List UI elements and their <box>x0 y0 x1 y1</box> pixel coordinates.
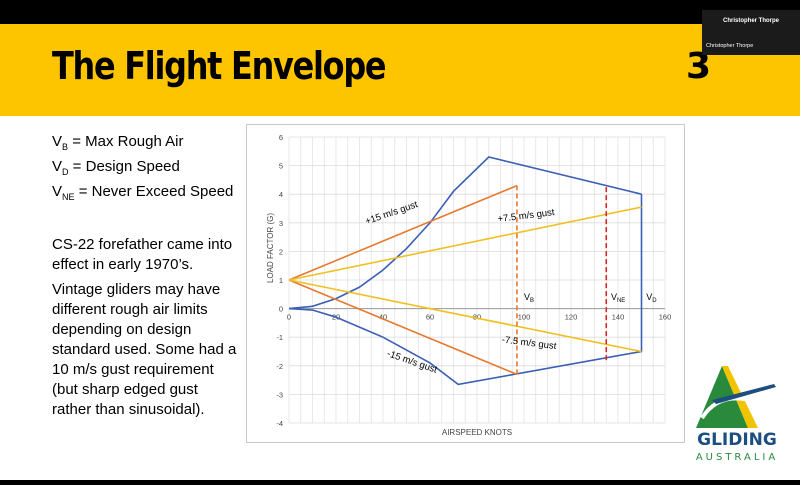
x-tick-label: 160 <box>659 313 672 322</box>
y-tick-label: 4 <box>279 190 283 199</box>
body-line: effect in early 1970’s. <box>52 256 194 273</box>
x-tick-label: 60 <box>426 313 434 322</box>
participant-name: Christopher Thorpe <box>722 18 779 24</box>
definition-symbol: V <box>52 133 63 150</box>
definition-subscript: NE <box>62 192 75 202</box>
x-tick-label: 40 <box>379 313 387 322</box>
y-axis-title: LOAD FACTOR (G) <box>266 213 275 283</box>
x-tick-label: 100 <box>518 313 531 322</box>
body-line: CS-22 forefather came into <box>52 236 233 253</box>
x-axis-title: AIRSPEED KNOTS <box>442 428 512 437</box>
marker-vb: VB <box>524 292 534 304</box>
slide-title: The Flight Envelope <box>52 44 387 88</box>
marker-subscript: B <box>530 298 534 304</box>
marker-vd: VD <box>646 292 657 304</box>
y-tick-label: 5 <box>279 162 283 171</box>
definition-text: = Max Rough Air <box>68 133 184 150</box>
body-line: standard used. Some had a <box>52 341 237 358</box>
body-line: Vintage gliders may have <box>52 281 221 298</box>
flight-envelope-chart: -4 -3 -2 -1 0 1 2 3 4 5 6 0 20 40 60 80 100 120 140 160 AIRS… <box>246 124 685 443</box>
y-tick-label: 3 <box>279 219 283 228</box>
y-tick-label: -2 <box>276 362 283 371</box>
definition-symbol: V <box>52 158 63 175</box>
glider-logo-icon <box>696 366 776 428</box>
definition-vd: VD = Design Speed <box>52 158 180 177</box>
definition-symbol: V <box>52 183 63 200</box>
x-tick-label: 140 <box>612 313 625 322</box>
series-envelope_lower <box>288 194 643 386</box>
series-gust15_up <box>288 184 518 281</box>
body-line: different rough air limits <box>52 301 208 318</box>
y-tick-label: 2 <box>279 247 283 256</box>
y-tick-label: 0 <box>279 305 283 314</box>
y-tick-label: -4 <box>276 419 283 428</box>
marker-subscript: D <box>652 298 657 304</box>
title-banner <box>0 24 800 116</box>
x-tick-label: 80 <box>473 313 481 322</box>
series-gust75_up <box>288 206 642 281</box>
series-gust15_down <box>288 279 518 376</box>
participant-label: Christopher Thorpe <box>706 43 754 49</box>
meeting-top-bar <box>0 0 800 24</box>
y-tick-label: 1 <box>279 276 283 285</box>
x-tick-label: 0 <box>287 313 291 322</box>
body-line: 10 m/s gust requirement <box>52 361 214 378</box>
definition-subscript: D <box>62 167 69 177</box>
series-gust75_down <box>288 279 642 353</box>
marker-subscript: NE <box>617 298 625 304</box>
annotation-gust75_up: +7.5 m/s gust <box>497 207 556 225</box>
y-tick-label: 6 <box>279 133 283 142</box>
y-tick-label: -1 <box>276 333 283 342</box>
body-line: depending on design <box>52 321 192 338</box>
y-tick-label: -3 <box>276 390 283 399</box>
body-line: rather than sinusoidal). <box>52 401 205 418</box>
meeting-bottom-bar <box>0 480 800 485</box>
participant-video-tile[interactable]: Christopher Thorpe Christopher Thorpe <box>702 10 800 55</box>
logo-subtitle: AUSTRALIA <box>695 452 779 463</box>
series-envelope_upper <box>288 156 642 310</box>
definition-vb: VB = Max Rough Air <box>52 133 184 152</box>
logo-wordmark: GLIDING <box>697 430 777 450</box>
body-line: (but sharp edged gust <box>52 381 198 398</box>
definition-text: = Never Exceed Speed <box>74 183 234 200</box>
definition-text: = Design Speed <box>68 158 180 175</box>
definition-subscript: B <box>62 142 69 152</box>
gliding-australia-logo: GLIDING AUSTRALIA <box>682 360 792 470</box>
definition-vne: VNE = Never Exceed Speed <box>52 183 233 202</box>
x-tick-label: 120 <box>565 313 578 322</box>
